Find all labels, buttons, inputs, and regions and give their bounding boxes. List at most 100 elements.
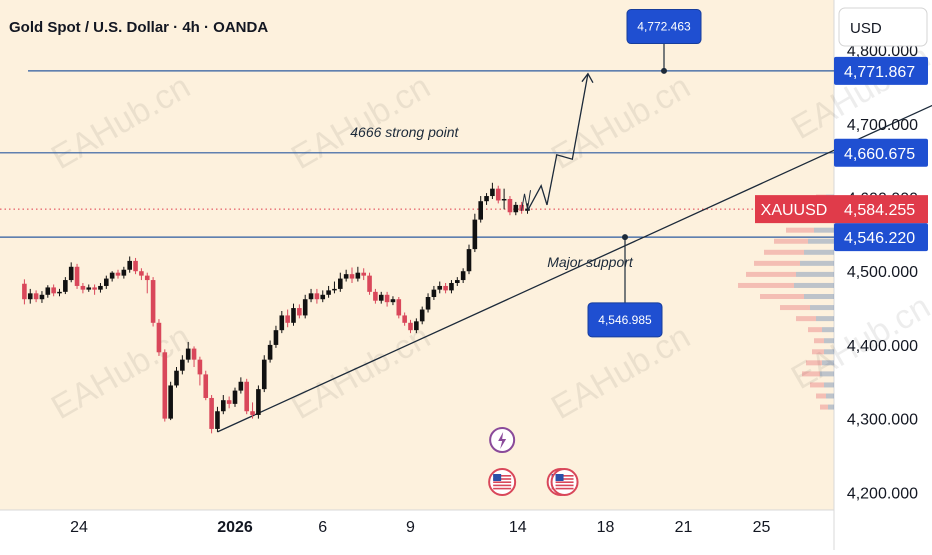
candle — [326, 285, 331, 298]
candle-body — [185, 348, 191, 360]
candle — [98, 283, 103, 293]
us-flag-icon[interactable] — [550, 468, 579, 496]
candle-body — [466, 249, 472, 272]
candle — [51, 284, 56, 297]
candle — [443, 283, 448, 294]
projected-path[interactable] — [526, 73, 589, 212]
time-tick-label: 24 — [70, 519, 88, 536]
time-axis-ticks: 24 2026 6 9 14 18 21 25 — [70, 519, 770, 536]
volume-bar-buy — [824, 338, 834, 344]
volume-bar-sell — [810, 382, 824, 388]
volume-bar-sell — [802, 371, 820, 377]
candle-body — [308, 293, 314, 300]
candle-body — [80, 285, 86, 290]
candle — [361, 268, 366, 281]
price-label-major-support[interactable]: 4,546.220 — [834, 223, 928, 252]
candle-body — [244, 381, 249, 412]
candle-body — [501, 198, 507, 201]
candle-body — [104, 278, 109, 286]
price-tick-label: 4,800.000 — [847, 43, 918, 60]
candle — [57, 288, 62, 297]
candle-body — [232, 390, 238, 404]
price-tick-label: 4,200.000 — [847, 485, 918, 502]
candle — [127, 256, 132, 273]
volume-bar-buy — [804, 294, 834, 300]
time-axis-background[interactable] — [0, 510, 834, 550]
price-label-resistance-top[interactable]: 4,771.867 — [834, 56, 928, 85]
candle-body — [133, 260, 138, 272]
current-price-text: 4,584.255 — [844, 202, 915, 219]
candle — [297, 304, 302, 319]
annotation-text: 4666 strong point — [350, 124, 459, 140]
candle — [355, 266, 361, 282]
candle-body — [408, 322, 413, 331]
candle — [238, 377, 244, 394]
candle — [33, 290, 39, 303]
candle-body — [238, 381, 244, 391]
currency-button[interactable]: USD — [838, 7, 928, 47]
candle-body — [419, 309, 425, 322]
us-flag-icon[interactable] — [488, 468, 517, 496]
volume-bar-buy — [814, 227, 834, 233]
candle — [431, 285, 437, 300]
lightning-icon[interactable] — [489, 427, 516, 453]
candle-body — [27, 293, 33, 300]
price-label-strong-point[interactable]: 4,660.675 — [834, 138, 928, 167]
candle-body — [168, 385, 173, 419]
volume-bar-buy — [824, 382, 834, 388]
candle — [22, 279, 27, 305]
candle — [349, 267, 355, 284]
candle-body — [256, 389, 261, 415]
candle-body — [98, 285, 103, 290]
volume-bar-buy — [826, 393, 834, 399]
callout-box[interactable] — [626, 9, 702, 45]
candle-body — [291, 308, 296, 323]
candle-body — [33, 293, 39, 300]
candle — [402, 312, 407, 326]
candle-body — [127, 260, 132, 270]
candle — [308, 288, 314, 303]
candle-body — [197, 359, 203, 375]
candle — [425, 293, 431, 313]
projection-arrow-head — [581, 72, 594, 84]
candle — [261, 355, 267, 393]
candle-body — [443, 285, 448, 291]
candle — [338, 272, 343, 292]
candle — [378, 291, 384, 304]
candle-body — [302, 299, 308, 316]
candle-body — [250, 411, 255, 415]
callout-box[interactable] — [587, 302, 663, 338]
candle — [408, 319, 413, 334]
candle-body — [22, 283, 27, 300]
chart-title: Gold Spot / U.S. Dollar · 4h · OANDA — [9, 19, 268, 36]
currency-label: USD — [850, 20, 882, 37]
volume-bar-buy — [816, 316, 834, 322]
candle — [180, 355, 185, 375]
price-axis-background[interactable] — [834, 0, 932, 550]
volume-bar-buy — [796, 271, 834, 277]
candle — [267, 340, 273, 363]
candle — [507, 196, 513, 216]
time-tick-label: 14 — [509, 519, 527, 536]
candle — [490, 182, 495, 199]
candle — [472, 213, 478, 253]
candle-body — [45, 287, 51, 295]
candle-body — [332, 288, 337, 291]
candle — [367, 272, 372, 295]
candle-body — [285, 315, 290, 323]
plot-background — [0, 0, 834, 510]
candle — [63, 277, 68, 295]
current-price-label[interactable]: XAUUSD 4,584.255 — [755, 195, 928, 224]
candle-body — [472, 219, 478, 250]
candle — [495, 185, 501, 204]
candle-body — [396, 299, 402, 316]
candle — [74, 263, 80, 289]
callout-text: 4,772.463 — [637, 20, 691, 34]
candle-body — [355, 272, 361, 279]
candle — [343, 269, 349, 282]
volume-bar-buy — [800, 260, 834, 266]
projection-layer — [521, 72, 594, 212]
volume-bar-sell — [786, 227, 814, 233]
candle — [104, 275, 109, 289]
